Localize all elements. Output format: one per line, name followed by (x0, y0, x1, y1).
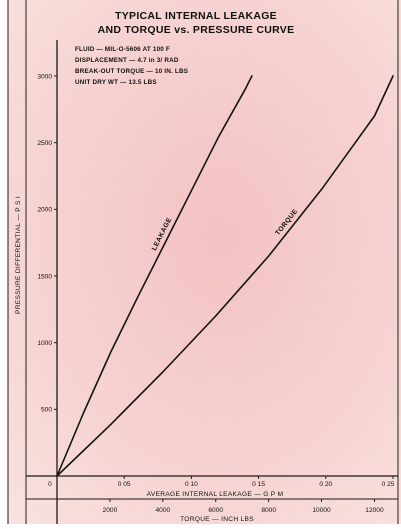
note-unit-weight: UNIT DRY WT — 13.5 LBS (75, 79, 157, 86)
torque-tick-label: 4000 (155, 507, 170, 514)
chart-title-line-1: TYPICAL INTERNAL LEAKAGE (115, 10, 277, 22)
leakage-tick-label: 0 05 (118, 481, 131, 488)
x-axis-label-leakage: AVERAGE INTERNAL LEAKAGE — G P M (147, 491, 284, 498)
y-ticks: 500 1000 1500 2000 2500 3000 (37, 73, 57, 414)
leakage-tick-label: 0 25 (382, 481, 395, 488)
note-displacement: DISPLACEMENT — 4.7 in 3/ RAD (75, 57, 179, 64)
y-tick-label: 2500 (37, 140, 52, 147)
spec-notes: FLUID — MIL-O-5606 AT 100 F DISPLACEMENT… (75, 46, 188, 86)
torque-tick-label: 10000 (312, 507, 331, 514)
y-tick-label: 2000 (37, 207, 52, 214)
axes (26, 40, 398, 524)
leakage-axis-ticks: 0 0 05 0 10 0 15 0 20 0 25 (48, 476, 395, 488)
leakage-curve (56, 75, 253, 477)
note-breakout-torque: BREAK-OUT TORQUE — 10 IN. LBS (75, 68, 188, 75)
chart-title-line-2: AND TORQUE vs. PRESSURE CURVE (98, 24, 295, 36)
y-tick-label: 1500 (37, 273, 52, 280)
torque-axis-ticks: 2000 4000 6000 8000 10000 12000 (103, 499, 384, 514)
torque-tick-label: 6000 (208, 507, 223, 514)
leakage-tick-label: 0 10 (185, 481, 198, 488)
x-axis-label-torque: TORQUE — INCH LBS (180, 516, 254, 523)
leakage-tick-label: 0 20 (319, 481, 332, 488)
torque-tick-label: 12000 (365, 507, 384, 514)
torque-curve (56, 75, 394, 477)
torque-tick-label: 2000 (103, 507, 118, 514)
y-tick-label: 1000 (37, 340, 52, 347)
page-left-strip (0, 0, 8, 524)
torque-tick-label: 8000 (261, 507, 276, 514)
y-tick-label: 500 (41, 407, 52, 414)
y-tick-label: 3000 (37, 73, 52, 80)
note-fluid: FLUID — MIL-O-5606 AT 100 F (75, 46, 170, 53)
chart-title: TYPICAL INTERNAL LEAKAGE AND TORQUE vs. … (98, 10, 295, 36)
leakage-tick-label: 0 15 (252, 481, 265, 488)
y-axis-label: PRESSURE DIFFERENTIAL — P S I (15, 196, 22, 314)
leakage-tick-label: 0 (48, 481, 52, 488)
